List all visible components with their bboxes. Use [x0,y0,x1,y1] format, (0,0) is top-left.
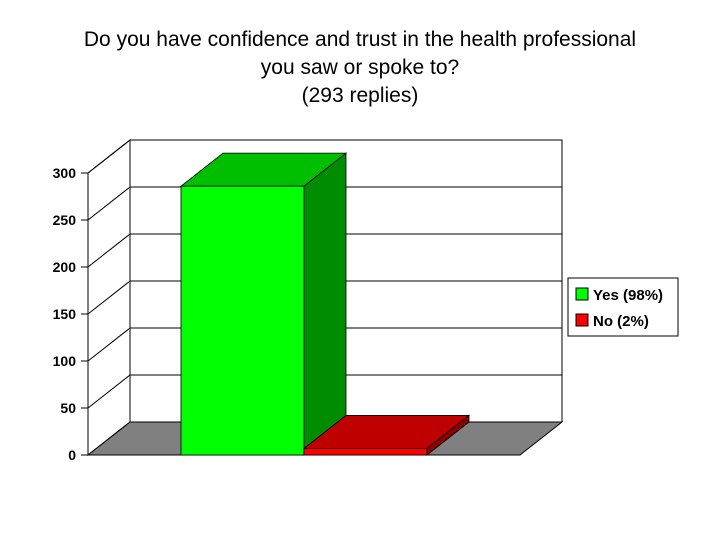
legend-swatch [575,313,589,327]
gridline-diagonal [87,139,131,174]
bar-2 [302,414,471,456]
y-tick-label: 200 [53,259,77,275]
legend-swatch [575,287,589,301]
gridline-diagonal [87,186,131,221]
bar-1 [179,152,348,456]
y-tick-label: 50 [60,400,76,416]
legend-label: No (2%) [593,313,649,330]
y-axis: 0 50 100 150 200 250 300 [53,165,89,463]
y-tick-label: 250 [53,212,77,228]
y-tick-label: 300 [53,165,77,181]
chart-title-line-3: (293 replies) [301,84,419,107]
chart-title-line-2: you saw or spoke to? [260,56,460,79]
bar-front [180,185,305,456]
chart-title: Do you have confidence and trust in the … [0,26,720,110]
bar-side [303,152,347,456]
bar-front [303,448,428,456]
y-tick-label: 150 [53,306,77,322]
gridline-diagonal [87,327,131,362]
gridline-diagonal [87,280,131,315]
y-tick-label: 100 [53,353,77,369]
bars [179,152,471,456]
legend: Yes (98%) No (2%) [567,277,679,337]
gridline-diagonal [87,374,131,409]
gridline-diagonal [87,233,131,268]
y-tick-label: 0 [68,447,76,463]
chart-title-line-1: Do you have confidence and trust in the … [83,28,637,51]
legend-label: Yes (98%) [593,287,663,304]
